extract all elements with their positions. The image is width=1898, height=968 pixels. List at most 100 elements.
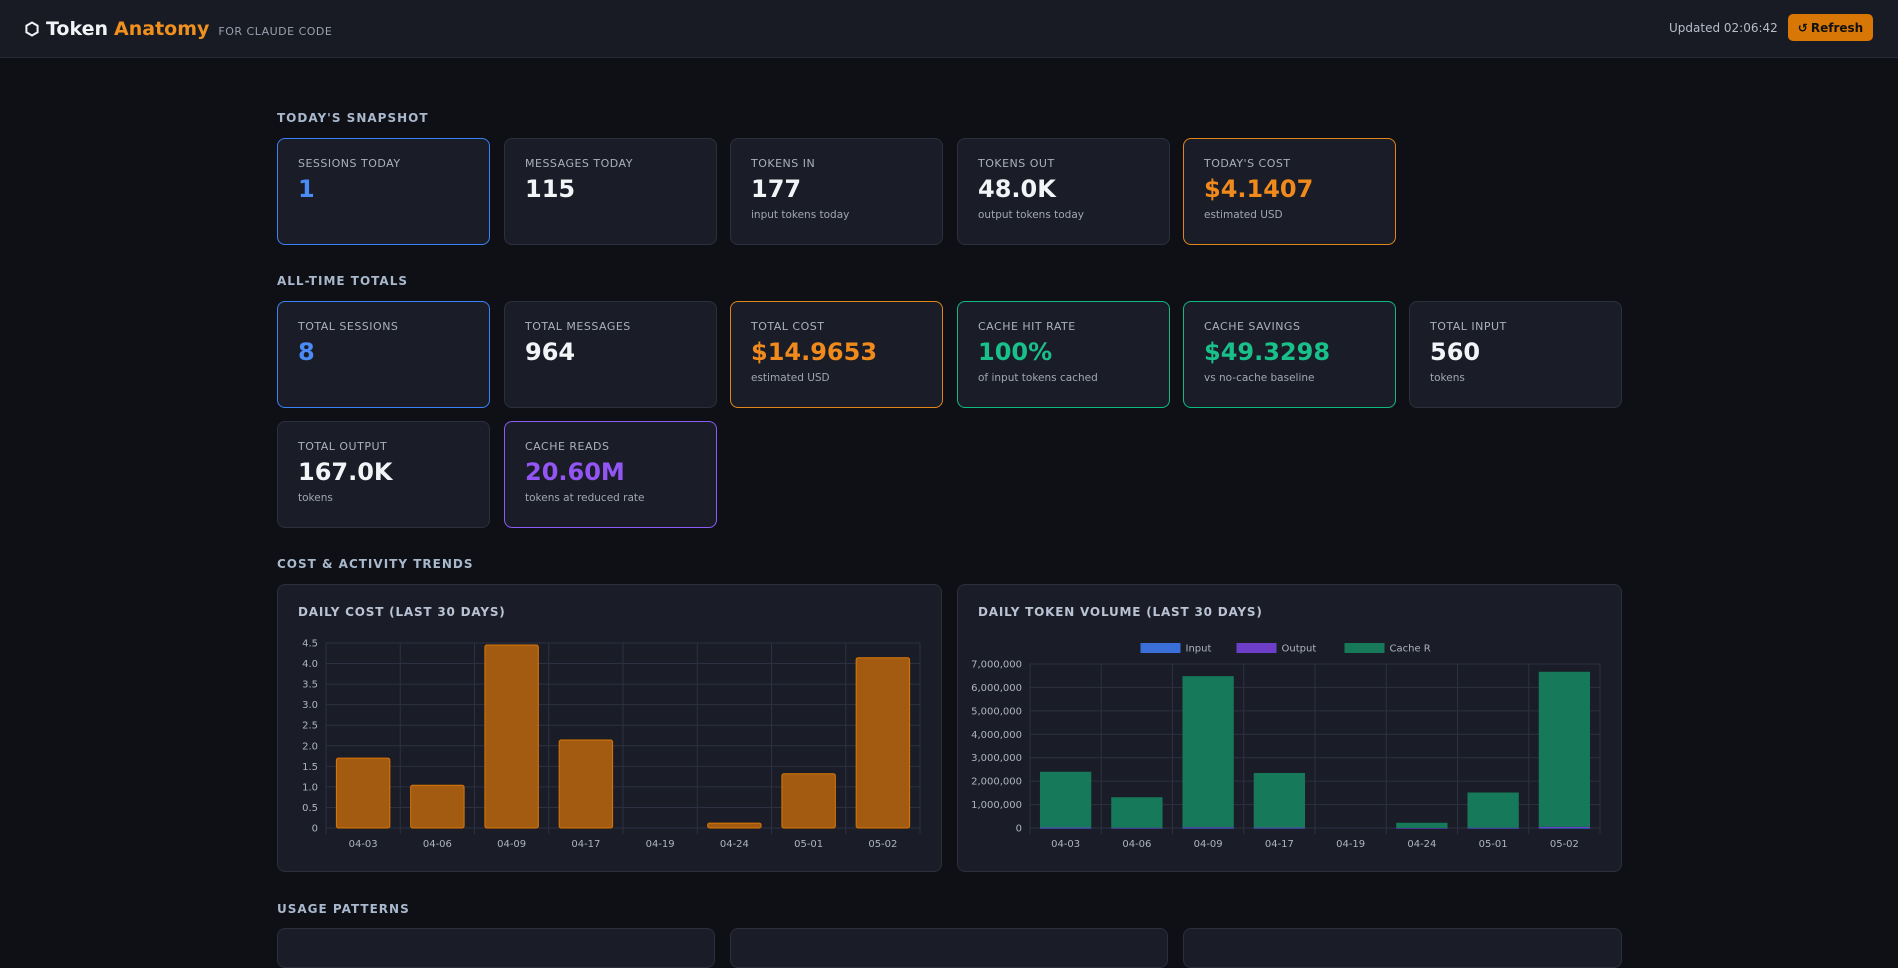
y-tick-label: 6,000,000 bbox=[971, 683, 1022, 694]
usage-panel-1 bbox=[277, 928, 715, 968]
y-tick-label: 2.5 bbox=[302, 721, 318, 732]
bar-output-04-06 bbox=[1111, 827, 1163, 829]
legend-swatch-input bbox=[1140, 643, 1181, 653]
x-tick-label: 04-06 bbox=[1122, 839, 1151, 850]
bar-input-04-03 bbox=[1039, 827, 1092, 829]
brand-subtitle: FOR CLAUDE CODE bbox=[218, 25, 333, 38]
stat-card-total-sessions: TOTAL SESSIONS 8 bbox=[277, 301, 490, 408]
x-tick-label: 04-09 bbox=[1194, 839, 1223, 850]
stat-subtext: tokens bbox=[1430, 372, 1465, 384]
stat-value: $49.3298 bbox=[1204, 338, 1331, 366]
stat-card-today-s-cost: TODAY'S COST $4.1407 estimated USD bbox=[1183, 138, 1396, 245]
refresh-button[interactable]: ↺ Refresh bbox=[1788, 14, 1873, 41]
stat-label: TOTAL SESSIONS bbox=[298, 320, 399, 333]
bar-input-05-01 bbox=[1467, 827, 1519, 829]
stat-card-sessions-today: SESSIONS TODAY 1 bbox=[277, 138, 490, 245]
bar-cache-r-04-09 bbox=[1182, 676, 1234, 828]
section-title-snapshot: TODAY'S SNAPSHOT bbox=[277, 111, 429, 125]
daily-token-chart: 0 1,000,000 2,000,000 3,000,000 4,000,000 5,0… bbox=[971, 643, 1601, 850]
stat-card-cache-hit-rate: CACHE HIT RATE 100% of input tokens cached bbox=[957, 301, 1170, 408]
stat-value: 48.0K bbox=[978, 175, 1056, 203]
section-title-trends: COST & ACTIVITY TRENDS bbox=[277, 557, 474, 571]
y-tick-label: 5,000,000 bbox=[971, 706, 1022, 717]
daily-cost-chart: 0 0.5 1.0 1.5 2.0 2.5 3.0 3.5 4.0 4.5 04-03 04-06 04… bbox=[302, 639, 921, 850]
bar-04-03 bbox=[335, 757, 391, 829]
stat-label: CACHE HIT RATE bbox=[978, 320, 1076, 333]
x-tick-label: 04-19 bbox=[1336, 839, 1365, 850]
stat-card-total-input: TOTAL INPUT 560 tokens bbox=[1409, 301, 1622, 408]
y-tick-label: 2.0 bbox=[302, 741, 318, 752]
stat-value: 20.60M bbox=[525, 458, 625, 486]
y-tick-label: 2,000,000 bbox=[971, 777, 1022, 788]
y-tick-label: 4,000,000 bbox=[971, 730, 1022, 741]
bar-input-05-02 bbox=[1538, 827, 1591, 829]
x-tick-label: 04-24 bbox=[1407, 839, 1436, 850]
y-tick-label: 3.0 bbox=[302, 700, 318, 711]
y-tick-label: 1,000,000 bbox=[971, 800, 1022, 811]
stat-label: TOTAL MESSAGES bbox=[525, 320, 631, 333]
stat-label: TODAY'S COST bbox=[1204, 157, 1291, 170]
daily-cost-panel: DAILY COST (LAST 30 DAYS) 0 0.5 1.0 1.5 2.0 2… bbox=[277, 584, 942, 872]
stat-subtext: output tokens today bbox=[978, 209, 1084, 221]
stat-subtext: input tokens today bbox=[751, 209, 850, 221]
x-tick-label: 04-06 bbox=[423, 839, 452, 850]
x-tick-label: 04-03 bbox=[349, 839, 378, 850]
bar-output-04-03 bbox=[1039, 827, 1092, 829]
stat-card-tokens-in: TOKENS IN 177 input tokens today bbox=[730, 138, 943, 245]
x-tick-label: 04-19 bbox=[646, 839, 675, 850]
section-title-patterns: USAGE PATTERNS bbox=[277, 902, 410, 916]
x-tick-label: 05-01 bbox=[794, 839, 823, 850]
bar-cache-r-05-01 bbox=[1467, 792, 1519, 828]
x-tick-label: 04-09 bbox=[497, 839, 526, 850]
stat-value: 177 bbox=[751, 175, 802, 203]
stat-card-total-cost: TOTAL COST $14.9653 estimated USD bbox=[730, 301, 943, 408]
bar-input-04-09 bbox=[1182, 827, 1234, 829]
y-tick-label: 1.5 bbox=[302, 762, 318, 773]
y-tick-label: 1.0 bbox=[302, 782, 318, 793]
stat-label: TOKENS IN bbox=[751, 157, 816, 170]
bar-output-04-09 bbox=[1182, 827, 1234, 828]
stat-value: 8 bbox=[298, 338, 315, 366]
x-tick-label: 04-24 bbox=[720, 839, 749, 850]
bar-cache-r-04-03 bbox=[1039, 771, 1092, 828]
stat-label: TOTAL OUTPUT bbox=[298, 440, 388, 453]
stat-value: 964 bbox=[525, 338, 576, 366]
stat-card-total-output: TOTAL OUTPUT 167.0K tokens bbox=[277, 421, 490, 528]
stat-subtext: estimated USD bbox=[751, 372, 830, 384]
legend-label: Output bbox=[1282, 644, 1317, 655]
usage-panel-3 bbox=[1183, 928, 1622, 968]
x-tick-label: 04-17 bbox=[571, 839, 600, 850]
brand-token: Token bbox=[46, 18, 109, 40]
y-tick-label: 4.5 bbox=[302, 639, 318, 650]
stat-subtext: vs no-cache baseline bbox=[1204, 372, 1315, 384]
stat-value: 100% bbox=[978, 338, 1053, 366]
refresh-label: Refresh bbox=[1810, 20, 1864, 35]
x-tick-label: 05-02 bbox=[1550, 839, 1579, 850]
stat-label: SESSIONS TODAY bbox=[298, 157, 401, 170]
stat-value: 167.0K bbox=[298, 458, 393, 486]
stat-card-tokens-out: TOKENS OUT 48.0K output tokens today bbox=[957, 138, 1170, 245]
stat-label: CACHE READS bbox=[525, 440, 610, 453]
bar-output-05-02 bbox=[1538, 826, 1591, 828]
stat-label: TOTAL COST bbox=[751, 320, 825, 333]
y-tick-label: 3.5 bbox=[302, 680, 318, 691]
y-tick-label: 0.5 bbox=[302, 803, 318, 814]
daily-cost-title: DAILY COST (LAST 30 DAYS) bbox=[298, 605, 506, 619]
bar-cache-r-04-06 bbox=[1111, 797, 1163, 828]
stat-label: MESSAGES TODAY bbox=[525, 157, 633, 170]
bar-04-09 bbox=[484, 644, 539, 829]
stat-value: $14.9653 bbox=[751, 338, 878, 366]
legend-swatch-output bbox=[1236, 643, 1277, 653]
stat-subtext: tokens bbox=[298, 492, 333, 504]
x-tick-label: 05-02 bbox=[868, 839, 897, 850]
x-tick-label: 05-01 bbox=[1479, 839, 1508, 850]
stat-label: CACHE SAVINGS bbox=[1204, 320, 1301, 333]
stat-card-messages-today: MESSAGES TODAY 115 bbox=[504, 138, 717, 245]
bar-output-04-17 bbox=[1253, 827, 1306, 829]
y-tick-label: 4.0 bbox=[302, 659, 318, 670]
bar-cache-r-04-17 bbox=[1253, 772, 1306, 828]
stat-card-total-messages: TOTAL MESSAGES 964 bbox=[504, 301, 717, 408]
section-title-totals: ALL-TIME TOTALS bbox=[277, 274, 408, 288]
legend-swatch-cache-r bbox=[1344, 643, 1385, 653]
bar-05-02 bbox=[855, 657, 911, 829]
